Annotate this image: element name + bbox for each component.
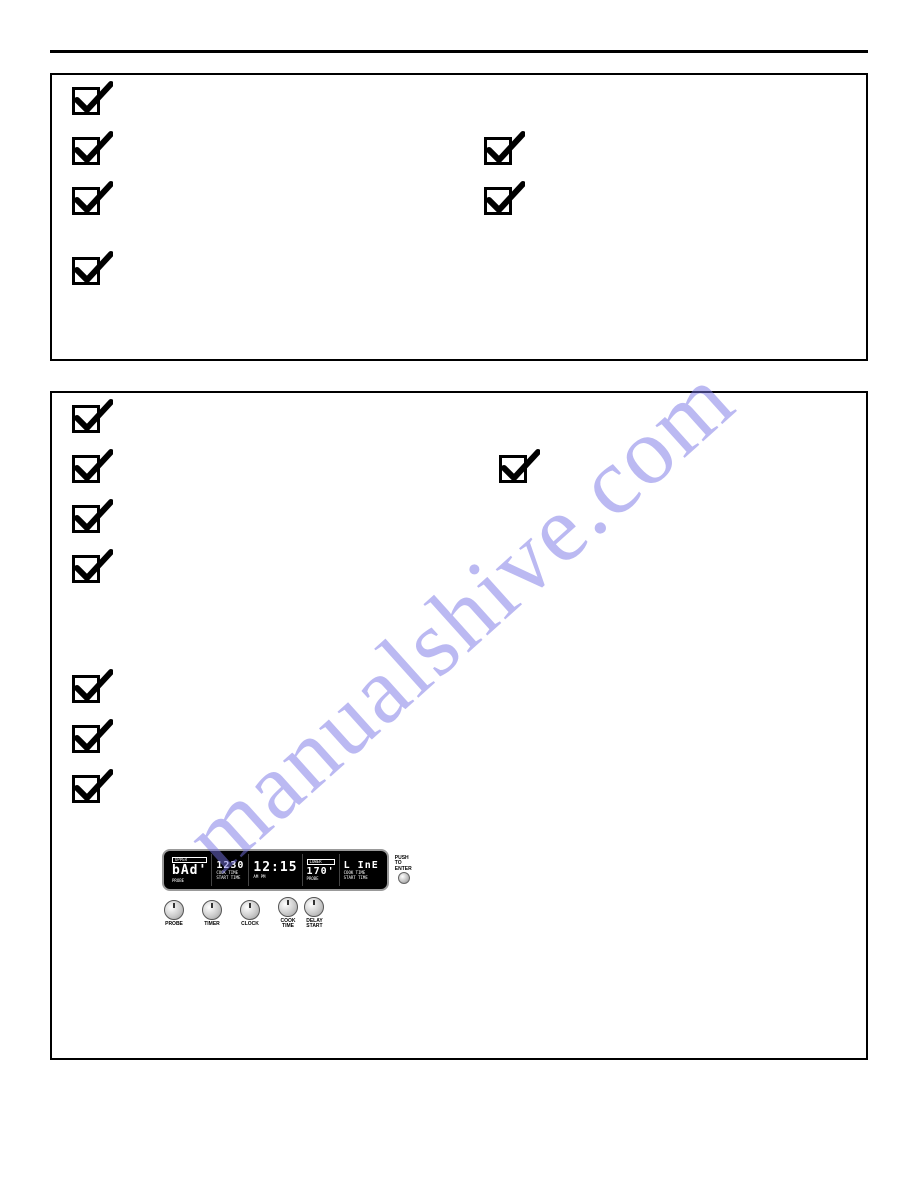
seg5-sub: COOK TIME START TIME xyxy=(344,871,379,880)
checkbox-1-3r xyxy=(484,187,512,215)
checkbox-1-1 xyxy=(72,87,100,115)
checkbox-2-1 xyxy=(72,405,100,433)
check-icon xyxy=(73,180,113,225)
checkbox-2-3 xyxy=(72,505,100,533)
check-icon xyxy=(73,398,113,443)
knob-delay-start: DELAY START xyxy=(304,897,324,930)
section-box-2: UPPER bAd' PROBE 1230 COOK TIME START TI… xyxy=(50,391,868,1060)
checkbox-2-4 xyxy=(72,555,100,583)
lcd-display: UPPER bAd' PROBE 1230 COOK TIME START TI… xyxy=(162,849,389,891)
lower-sub: PROBE xyxy=(307,877,335,881)
clock-sub: AM PM xyxy=(253,875,297,879)
check-icon xyxy=(73,498,113,543)
check-icon xyxy=(73,448,113,493)
divider xyxy=(50,50,868,53)
checkbox-2-6 xyxy=(72,725,100,753)
knob-icon xyxy=(278,897,298,917)
upper-sub: PROBE xyxy=(172,879,207,883)
check-icon xyxy=(73,548,113,593)
checkbox-1-2 xyxy=(72,137,100,165)
checkbox-2-2 xyxy=(72,455,100,483)
lower-label: LOWER xyxy=(307,859,335,865)
section-box-1 xyxy=(50,73,868,361)
check-icon xyxy=(73,130,113,175)
seg2-sub: COOK TIME START TIME xyxy=(216,871,244,880)
check-icon xyxy=(73,250,113,295)
check-icon xyxy=(73,80,113,125)
checkbox-1-3 xyxy=(72,187,100,215)
checkbox-2-7 xyxy=(72,775,100,803)
upper-value: bAd' xyxy=(172,864,207,878)
push-to-enter-label: PUSH TO ENTER xyxy=(395,856,412,873)
clock-value: 12:15 xyxy=(253,861,297,875)
knob-probe: PROBE xyxy=(164,900,184,927)
push-to-enter-button xyxy=(398,872,410,884)
checkbox-1-2r xyxy=(484,137,512,165)
checkbox-2-5 xyxy=(72,675,100,703)
checkbox-1-4 xyxy=(72,257,100,285)
check-icon xyxy=(485,130,525,175)
checkbox-2-2r xyxy=(499,455,527,483)
check-icon xyxy=(73,668,113,713)
control-panel-illustration: UPPER bAd' PROBE 1230 COOK TIME START TI… xyxy=(162,849,846,930)
check-icon xyxy=(485,180,525,225)
knob-icon xyxy=(202,900,222,920)
knob-timer: TIMER xyxy=(202,900,222,927)
knob-icon xyxy=(164,900,184,920)
check-icon xyxy=(73,718,113,763)
knob-icon xyxy=(304,897,324,917)
check-icon xyxy=(500,448,540,493)
knob-clock: CLOCK xyxy=(240,900,260,927)
check-icon xyxy=(73,768,113,813)
knob-cook-time: COOK TIME xyxy=(278,897,298,930)
knob-icon xyxy=(240,900,260,920)
